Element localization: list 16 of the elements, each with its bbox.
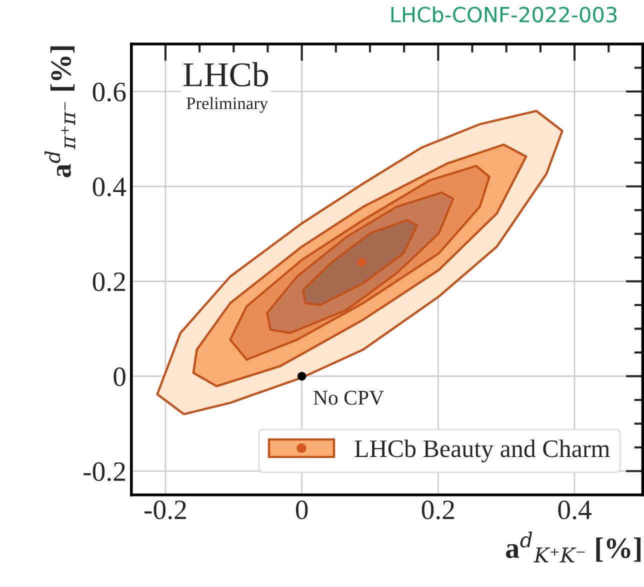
- x-tick-label: 0.4: [558, 500, 592, 520]
- x-tick-label: 0.2: [422, 500, 454, 520]
- annotation: Preliminary: [186, 96, 268, 113]
- legend-label: LHCb Beauty and Charm: [354, 440, 610, 462]
- text: LHCb-CONF-2022-003: [391, 6, 617, 22]
- y-tick-label: 0.6: [92, 82, 126, 102]
- y-tick-label: 0.4: [92, 178, 126, 196]
- y-tick-label: 0.2: [92, 272, 125, 292]
- annotation: No CPV: [314, 390, 384, 405]
- x-tick-label: 0: [296, 500, 308, 520]
- x-tick-label: -0.2: [144, 500, 186, 520]
- x-axis-title: a$^{d}$$_{K⁺K⁻}$ [%]: [506, 532, 641, 562]
- annotation: LHCb: [184, 62, 268, 87]
- y-tick-label: 0: [114, 367, 126, 386]
- y-axis-title: a$^{d}$$_{π⁺π⁻}$ [%]: [44, 46, 76, 178]
- y-tick-label: -0.2: [84, 462, 125, 482]
